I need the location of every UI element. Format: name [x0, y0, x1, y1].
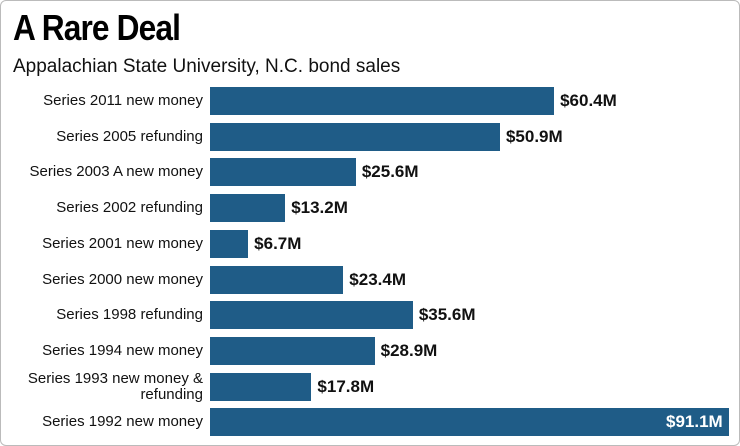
category-label: Series 2001 new money [42, 234, 203, 252]
bar [210, 265, 344, 294]
value-label: $91.1M [666, 412, 723, 432]
bar [210, 336, 375, 365]
chart-subtitle: Appalachian State University, N.C. bond … [13, 56, 401, 77]
value-label: $35.6M [418, 305, 476, 325]
bar [210, 158, 356, 187]
value-label: $50.9M [505, 126, 563, 146]
bar [210, 408, 729, 437]
category-label: Series 1992 new money [42, 413, 203, 431]
category-label: Series 2002 refunding [56, 199, 203, 217]
bar [210, 122, 500, 151]
bar [210, 87, 555, 115]
chart-title: A Rare Deal [13, 7, 181, 48]
value-label: $17.8M [317, 376, 375, 396]
category-label: Series 2005 refunding [56, 127, 203, 145]
value-label: $13.2M [291, 198, 348, 218]
value-label: $6.7M [254, 233, 302, 253]
category-label: Series 1993 new money & refunding [27, 369, 203, 403]
category-label: Series 2000 new money [42, 270, 203, 288]
category-label: Series 1998 refunding [56, 306, 203, 324]
bar [210, 229, 249, 258]
category-label: Series 2011 new money [43, 92, 203, 109]
category-label: Series 1994 new money [42, 341, 203, 359]
value-label: $28.9M [380, 340, 438, 360]
bar [210, 372, 312, 401]
value-label: $25.6M [361, 162, 419, 182]
category-label: Series 2003 A new money [29, 163, 203, 181]
bar [210, 301, 413, 330]
value-label: $60.4M [560, 91, 617, 110]
value-label: $23.4M [349, 269, 406, 289]
bar [210, 194, 286, 223]
